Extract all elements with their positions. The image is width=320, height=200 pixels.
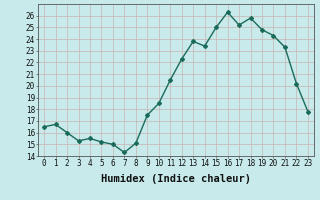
X-axis label: Humidex (Indice chaleur): Humidex (Indice chaleur) [101,174,251,184]
